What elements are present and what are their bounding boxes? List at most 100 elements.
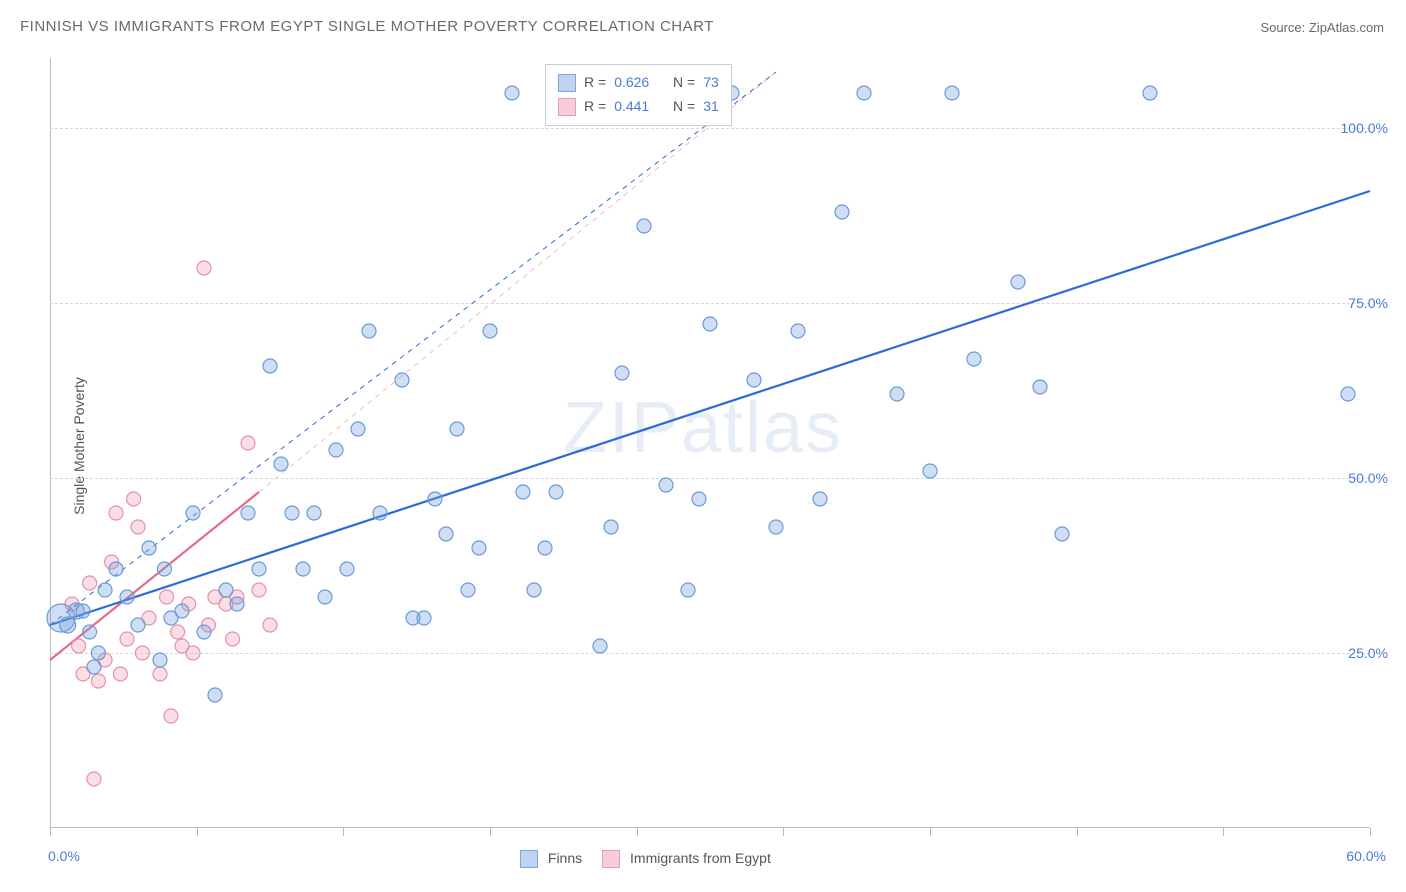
- data-point: [226, 632, 240, 646]
- r-label: R =: [584, 71, 606, 95]
- r-value-finns: 0.626: [614, 71, 649, 95]
- data-point: [1033, 380, 1047, 394]
- data-point: [263, 618, 277, 632]
- legend-item-finns: Finns: [520, 850, 582, 868]
- data-point: [747, 373, 761, 387]
- x-tick: [637, 828, 638, 836]
- data-point: [549, 485, 563, 499]
- data-point: [186, 646, 200, 660]
- data-point: [703, 317, 717, 331]
- data-point: [131, 520, 145, 534]
- x-tick-label-max: 60.0%: [1346, 848, 1386, 864]
- legend-label-finns: Finns: [548, 850, 582, 866]
- data-point: [923, 464, 937, 478]
- data-point: [505, 86, 519, 100]
- x-tick: [1077, 828, 1078, 836]
- data-point: [164, 709, 178, 723]
- legend-label-egypt: Immigrants from Egypt: [630, 850, 771, 866]
- swatch-finns: [558, 74, 576, 92]
- x-tick: [50, 828, 51, 836]
- swatch-finns: [520, 850, 538, 868]
- data-point: [135, 646, 149, 660]
- data-point: [395, 373, 409, 387]
- data-point: [593, 639, 607, 653]
- data-point: [296, 562, 310, 576]
- x-tick: [930, 828, 931, 836]
- data-point: [428, 492, 442, 506]
- data-point: [516, 485, 530, 499]
- data-point: [131, 618, 145, 632]
- x-tick: [197, 828, 198, 836]
- x-tick: [343, 828, 344, 836]
- data-point: [1341, 387, 1355, 401]
- data-point: [120, 632, 134, 646]
- scatter-svg: [50, 58, 1370, 828]
- trend-line: [50, 191, 1370, 625]
- data-point: [241, 506, 255, 520]
- chart-title: FINNISH VS IMMIGRANTS FROM EGYPT SINGLE …: [20, 18, 714, 35]
- data-point: [153, 667, 167, 681]
- data-point: [186, 506, 200, 520]
- data-point: [160, 590, 174, 604]
- r-label: R =: [584, 95, 606, 119]
- data-point: [659, 478, 673, 492]
- data-point: [362, 324, 376, 338]
- data-point: [538, 541, 552, 555]
- data-point: [142, 541, 156, 555]
- data-point: [120, 590, 134, 604]
- data-point: [329, 443, 343, 457]
- n-label: N =: [673, 71, 695, 95]
- n-value-egypt: 31: [703, 95, 719, 119]
- data-point: [83, 576, 97, 590]
- data-point: [98, 583, 112, 597]
- data-point: [307, 506, 321, 520]
- data-point: [230, 597, 244, 611]
- source-attribution: Source: ZipAtlas.com: [1260, 20, 1384, 35]
- data-point: [791, 324, 805, 338]
- data-point: [91, 674, 105, 688]
- data-point: [483, 324, 497, 338]
- data-point: [945, 86, 959, 100]
- data-point: [72, 639, 86, 653]
- x-tick: [783, 828, 784, 836]
- data-point: [157, 562, 171, 576]
- data-point: [692, 492, 706, 506]
- data-point: [967, 352, 981, 366]
- r-value-egypt: 0.441: [614, 95, 649, 119]
- data-point: [274, 457, 288, 471]
- x-tick: [490, 828, 491, 836]
- data-point: [890, 387, 904, 401]
- data-point: [461, 583, 475, 597]
- data-point: [76, 604, 90, 618]
- data-point: [527, 583, 541, 597]
- data-point: [171, 625, 185, 639]
- data-point: [1143, 86, 1157, 100]
- data-point: [241, 436, 255, 450]
- data-point: [681, 583, 695, 597]
- n-value-finns: 73: [703, 71, 719, 95]
- x-tick: [1370, 828, 1371, 836]
- data-point: [1011, 275, 1025, 289]
- data-point: [340, 562, 354, 576]
- data-point: [91, 646, 105, 660]
- data-point: [417, 611, 431, 625]
- n-label: N =: [673, 95, 695, 119]
- data-point: [175, 604, 189, 618]
- data-point: [373, 506, 387, 520]
- data-point: [318, 590, 332, 604]
- legend-row-finns: R = 0.626 N = 73: [558, 71, 719, 95]
- data-point: [450, 422, 464, 436]
- data-point: [219, 583, 233, 597]
- data-point: [109, 506, 123, 520]
- data-point: [285, 506, 299, 520]
- legend-correlation: R = 0.626 N = 73 R = 0.441 N = 31: [545, 64, 732, 126]
- data-point: [197, 261, 211, 275]
- data-point: [351, 422, 365, 436]
- data-point: [113, 667, 127, 681]
- data-point: [87, 772, 101, 786]
- data-point: [197, 625, 211, 639]
- data-point: [109, 562, 123, 576]
- data-point: [769, 520, 783, 534]
- legend-row-egypt: R = 0.441 N = 31: [558, 95, 719, 119]
- legend-series: Finns Immigrants from Egypt: [520, 850, 771, 868]
